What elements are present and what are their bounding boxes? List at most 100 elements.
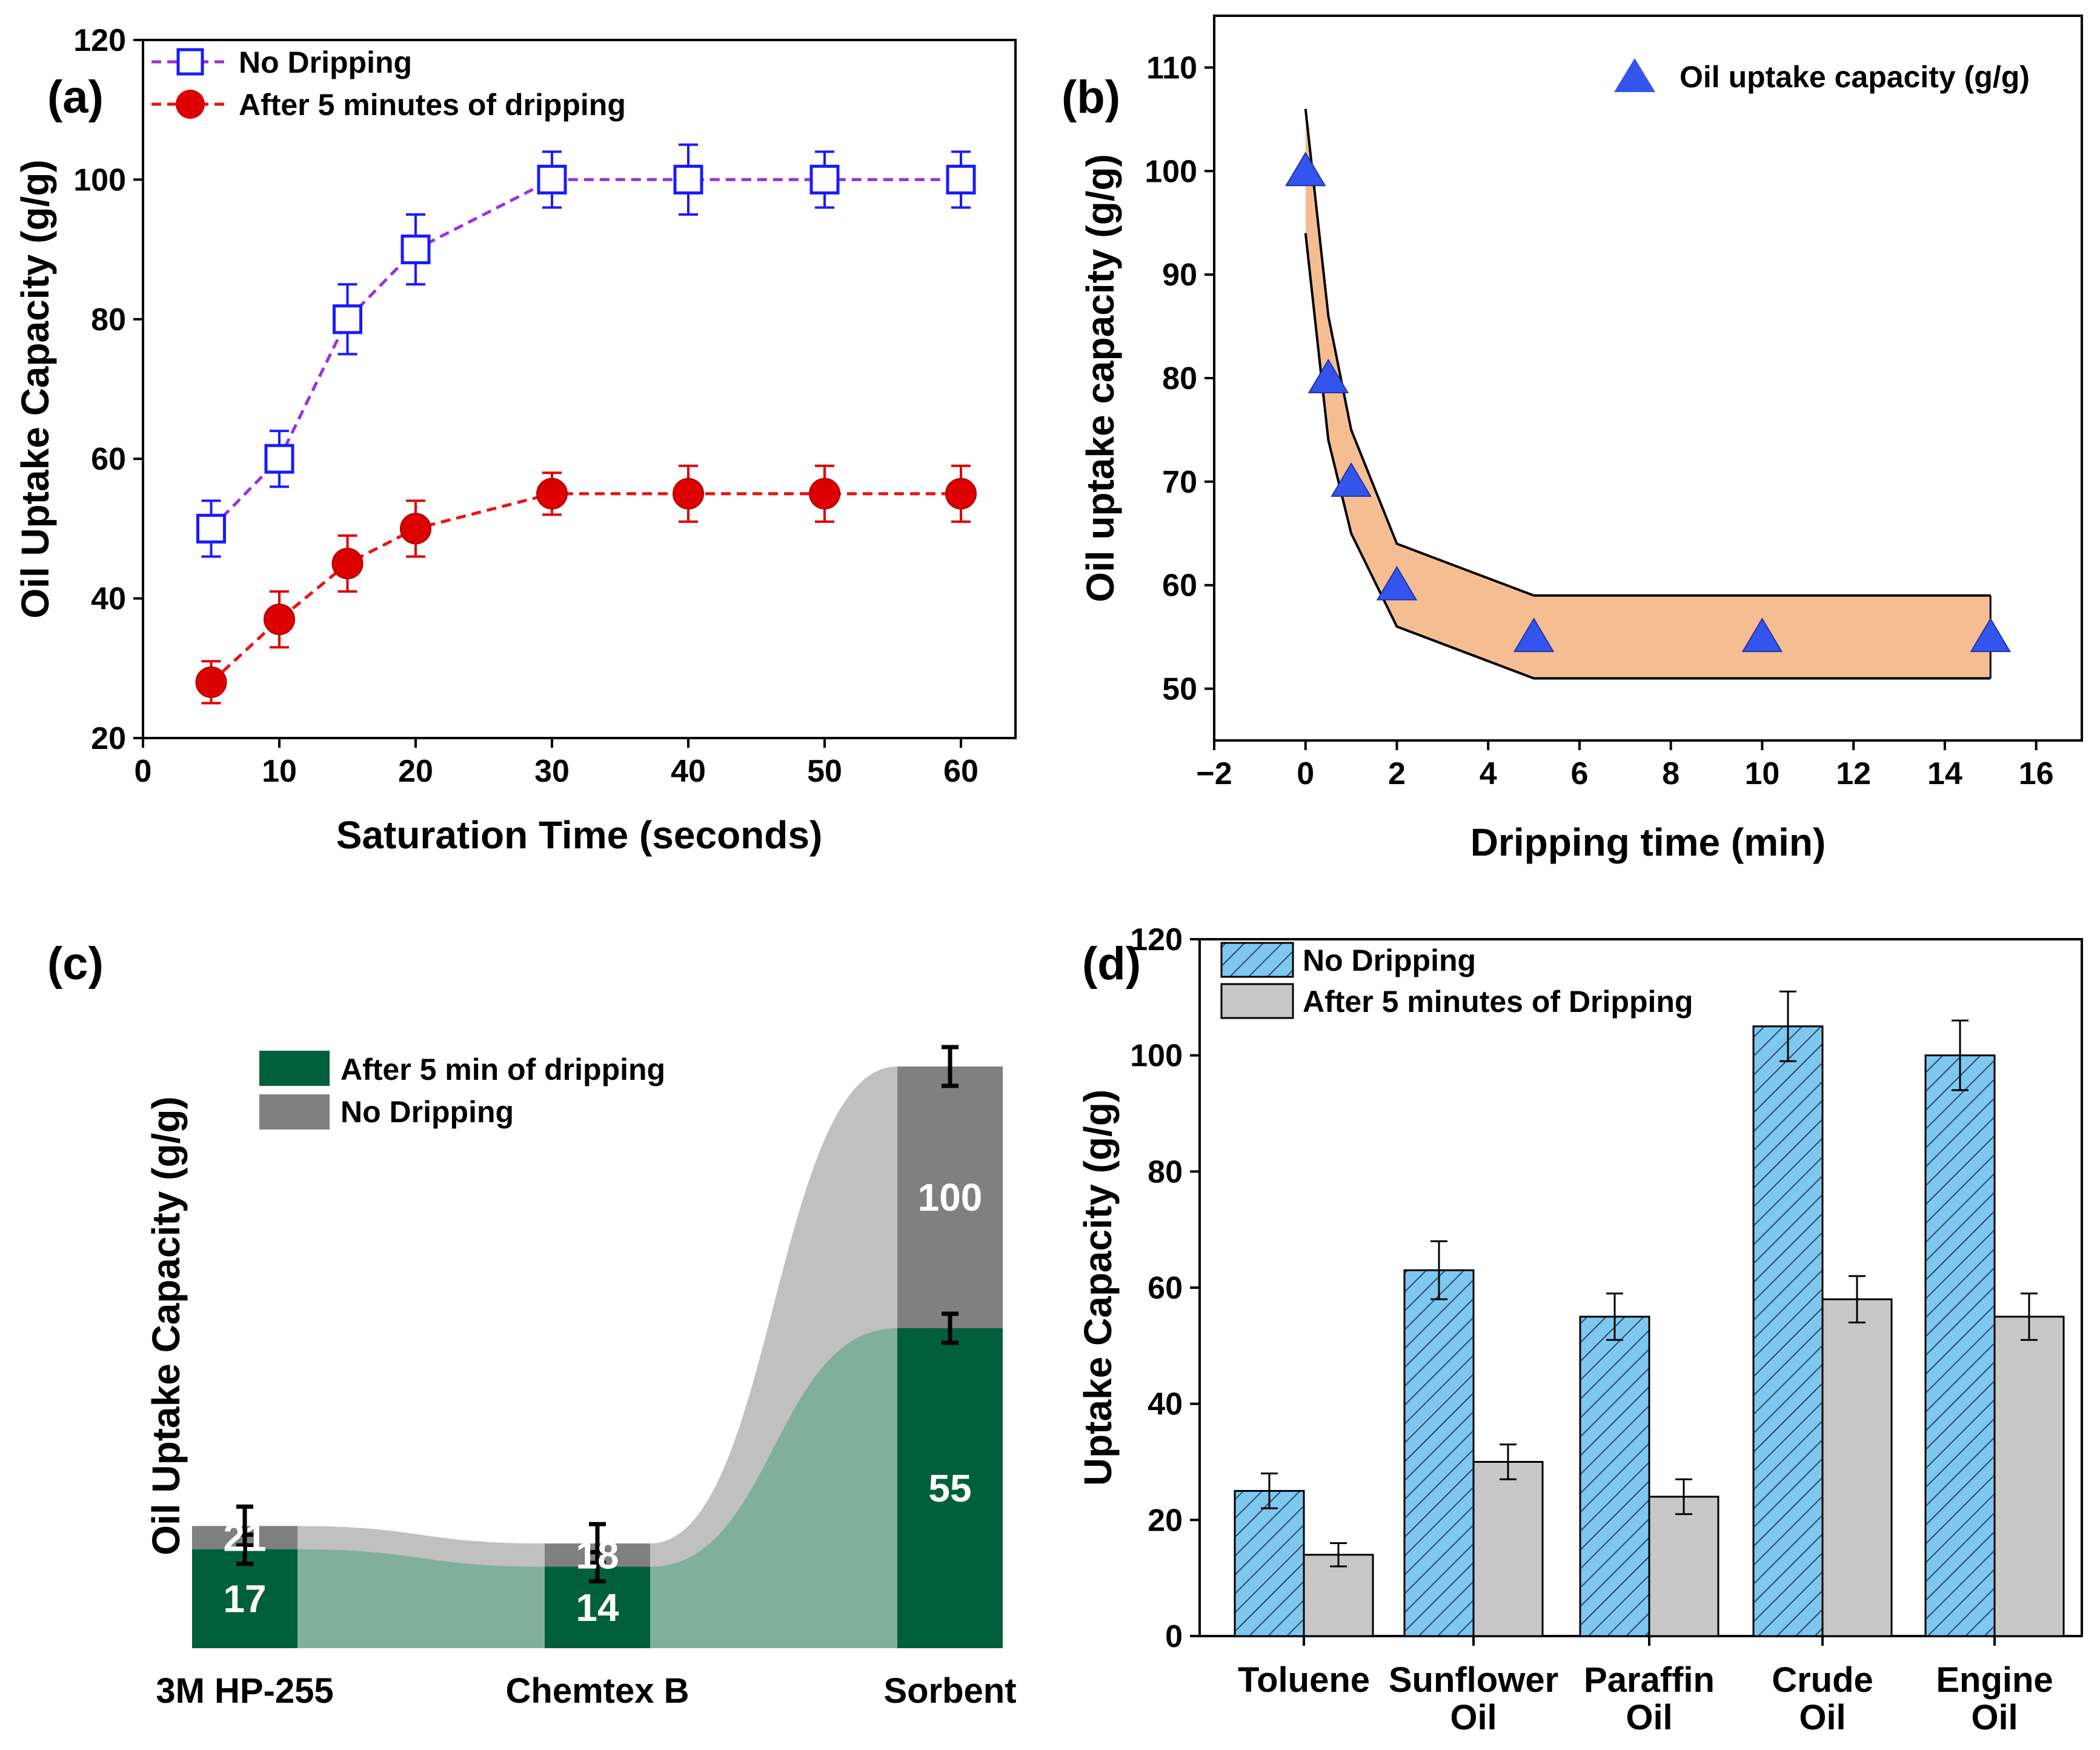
- data-point: [331, 548, 364, 579]
- panel-label: (c): [47, 938, 104, 990]
- data-point: [537, 164, 567, 195]
- category-label: 3M HP-255: [156, 1671, 333, 1711]
- data-point: [333, 304, 362, 334]
- confidence-band: [1305, 108, 1991, 679]
- data-point: [673, 164, 703, 195]
- panel-c-flow-bar-chart: 21 17 3M HP-255 18 14 Chemtex B 100 55 Sorbent Oi…: [47, 938, 1017, 1711]
- legend-label: No Dripping: [1303, 943, 1476, 977]
- y-axis-title: Oil Uptake Capacity (g/g): [144, 1096, 188, 1555]
- series-line-1: [210, 492, 961, 684]
- legend-label: No Dripping: [239, 45, 412, 79]
- bar-dripping: [1303, 1554, 1374, 1637]
- y-tick-label: 0: [1165, 1619, 1183, 1654]
- bar-dripping: [1821, 1298, 1893, 1637]
- x-tick-label: 60: [943, 754, 979, 789]
- data-point: [673, 477, 704, 510]
- data-point: [1970, 617, 2012, 653]
- y-tick-label: 60: [91, 442, 126, 477]
- value-label-no-dripping: 100: [918, 1176, 983, 1219]
- value-label-dripping: 14: [576, 1586, 619, 1629]
- legend-marker: [1614, 58, 1655, 92]
- data-point: [400, 513, 431, 545]
- y-tick-label: 120: [73, 23, 126, 58]
- x-axis-title: Dripping time (min): [1470, 820, 1826, 864]
- category-label: Sorbent: [883, 1671, 1016, 1711]
- x-tick-label: 0: [1297, 756, 1314, 791]
- bar-no-dripping: [1579, 1316, 1650, 1637]
- y-tick-label: 50: [1162, 672, 1197, 707]
- x-tick-label: 12: [1836, 756, 1871, 791]
- category-label: Sunflower: [1389, 1660, 1558, 1700]
- data-point: [264, 444, 294, 474]
- y-tick-label: 20: [1148, 1503, 1183, 1538]
- y-tick-label: 20: [91, 721, 126, 756]
- band-upper-line: [1304, 108, 1991, 597]
- x-tick-label: 20: [398, 754, 433, 789]
- panel-label: (a): [47, 72, 104, 123]
- y-tick-label: 90: [1162, 258, 1197, 293]
- x-tick-label: 4: [1480, 756, 1497, 791]
- bar-no-dripping: [1924, 1054, 1996, 1637]
- legend-label: Oil uptake capacity (g/g): [1680, 60, 2030, 94]
- legend-label: After 5 minutes of dripping: [239, 88, 626, 122]
- category-label: Engine: [1936, 1660, 2053, 1700]
- data-point: [1741, 617, 1783, 653]
- y-axis-title: Uptake Capacity (g/g): [1076, 1090, 1120, 1486]
- y-tick-label: 80: [91, 302, 126, 338]
- y-tick-label: 40: [1148, 1387, 1183, 1422]
- bar-dripping: [1472, 1461, 1544, 1637]
- x-tick-label: 30: [534, 754, 570, 789]
- value-label-dripping: 55: [928, 1466, 971, 1510]
- panel-b-scatter-chart: −2 0 2 4 6 8 10 12 14 16 50 60 70 80 90 100 110 Dripping …: [1062, 15, 2083, 864]
- y-tick-label: 60: [1162, 568, 1197, 604]
- category-label: Oil: [1799, 1698, 1846, 1737]
- x-tick-label: 2: [1388, 756, 1406, 791]
- value-label-no-dripping: 18: [576, 1533, 619, 1577]
- bar-no-dripping: [1752, 1025, 1824, 1637]
- y-tick-label: 110: [1146, 50, 1197, 85]
- legend-swatch: [1220, 942, 1294, 978]
- data-point: [1284, 151, 1326, 187]
- category-label: Oil: [1450, 1698, 1497, 1737]
- category-label: Paraffin: [1584, 1660, 1715, 1700]
- y-tick-label: 80: [1148, 1154, 1183, 1189]
- bar-no-dripping: [1234, 1489, 1305, 1637]
- y-tick-label: 70: [1162, 465, 1197, 500]
- y-tick-label: 100: [73, 162, 126, 198]
- y-tick-label: 80: [1162, 361, 1197, 396]
- legend-marker: [176, 90, 205, 119]
- value-label-no-dripping: 21: [223, 1516, 266, 1560]
- panel-a-line-chart: 0 10 20 30 40 50 60 20 40 60 80 100 120 Saturation Ti…: [13, 23, 1017, 857]
- legend-label: After 5 min of dripping: [341, 1053, 665, 1086]
- bar-no-dripping: [1403, 1269, 1475, 1637]
- panel-d-grouped-bar-chart: 0 20 40 60 80 100 120 Uptake Capacity (g/g) (d) T…: [1076, 922, 2083, 1737]
- data-point: [264, 604, 295, 636]
- value-label-dripping: 17: [223, 1577, 266, 1620]
- data-point: [1513, 617, 1555, 653]
- legend-swatch: [1220, 983, 1294, 1019]
- y-tick-label: 120: [1130, 922, 1183, 957]
- x-tick-label: 10: [1744, 756, 1779, 791]
- category-label: Oil: [1971, 1698, 2018, 1737]
- legend-swatch: [259, 1094, 330, 1130]
- bar-dripping: [1993, 1316, 2065, 1637]
- data-point: [1308, 359, 1349, 393]
- x-tick-label: 14: [1927, 756, 1962, 791]
- legend-marker: [176, 48, 204, 76]
- y-tick-label: 100: [1130, 1039, 1183, 1074]
- data-point: [946, 164, 976, 195]
- panel-label: (d): [1082, 938, 1141, 990]
- data-point: [1376, 565, 1418, 601]
- bar-dripping: [1648, 1495, 1720, 1637]
- x-tick-label: 40: [671, 754, 706, 789]
- y-axis-title: Oil uptake capacity (g/g): [1078, 154, 1122, 602]
- panel-label: (b): [1062, 72, 1120, 123]
- data-point: [945, 477, 977, 510]
- legend-label: No Dripping: [341, 1095, 514, 1129]
- band-lower-line: [1304, 233, 1991, 680]
- data-point: [195, 666, 227, 698]
- x-tick-label: 16: [2019, 756, 2054, 791]
- category-label: Crude: [1772, 1660, 1873, 1700]
- y-tick-label: 100: [1145, 154, 1197, 189]
